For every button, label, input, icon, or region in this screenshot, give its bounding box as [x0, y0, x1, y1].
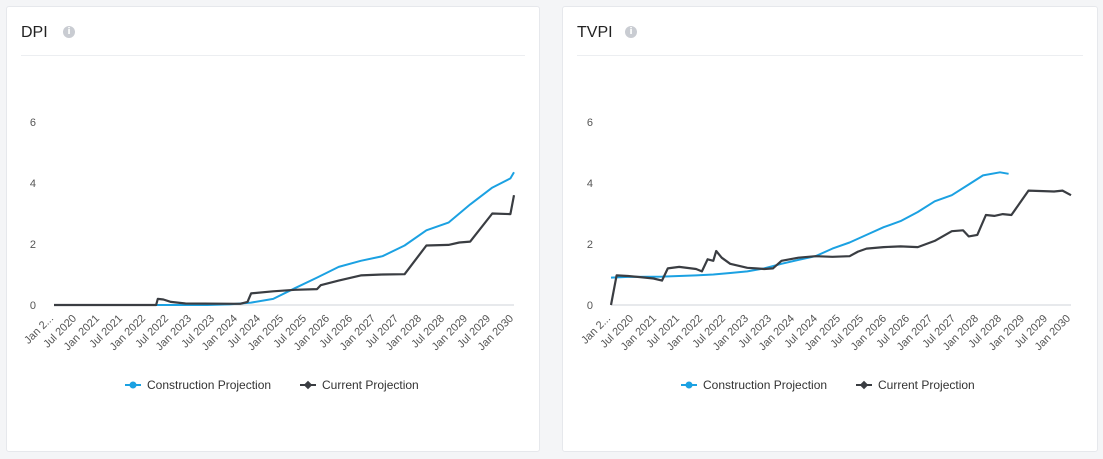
- info-icon[interactable]: i: [625, 26, 637, 38]
- y-tick-label: 0: [587, 300, 593, 312]
- legend-label: Construction Projection: [147, 378, 271, 392]
- legend-diamond-marker: [303, 380, 313, 390]
- dpi-title: DPI: [21, 24, 48, 41]
- legend-construction-projection[interactable]: Construction Projection: [681, 378, 827, 392]
- construction-projection-line[interactable]: [610, 171, 1009, 279]
- tvpi-card-header: TVPI i: [577, 7, 1083, 56]
- y-tick-label: 6: [30, 117, 36, 129]
- legend-circle-marker: [129, 381, 137, 389]
- current-projection-line[interactable]: [54, 194, 516, 307]
- y-tick-label: 4: [587, 178, 593, 190]
- y-tick-label: 2: [30, 239, 36, 251]
- y-tick-label: 4: [30, 178, 36, 190]
- y-tick-label: 2: [587, 239, 593, 251]
- legend-label: Construction Projection: [703, 378, 827, 392]
- tvpi-card: TVPI i 0 2 4 6 Jan 2... Jul 2020 Jan 2021 Jul 2…: [562, 6, 1098, 452]
- y-tick-label: 6: [587, 117, 593, 129]
- legend-label: Current Projection: [322, 378, 419, 392]
- legend-current-projection[interactable]: Current Projection: [856, 378, 975, 392]
- legend-circle-marker: [685, 381, 693, 389]
- legend-current-projection[interactable]: Current Projection: [300, 378, 419, 392]
- construction-projection-line[interactable]: [54, 171, 515, 306]
- dpi-card-header: DPI i: [21, 7, 525, 56]
- legend-label: Current Projection: [878, 378, 975, 392]
- info-icon[interactable]: i: [63, 26, 75, 38]
- current-projection-line[interactable]: [609, 189, 1072, 306]
- legend-diamond-marker: [859, 380, 869, 390]
- dpi-card: DPI i 0 2 4 6 Jan 2... Jul 2020 Jan 2021 Jul 20…: [6, 6, 540, 452]
- tvpi-title: TVPI: [577, 24, 613, 41]
- y-tick-label: 0: [30, 300, 36, 312]
- legend-construction-projection[interactable]: Construction Projection: [125, 378, 271, 392]
